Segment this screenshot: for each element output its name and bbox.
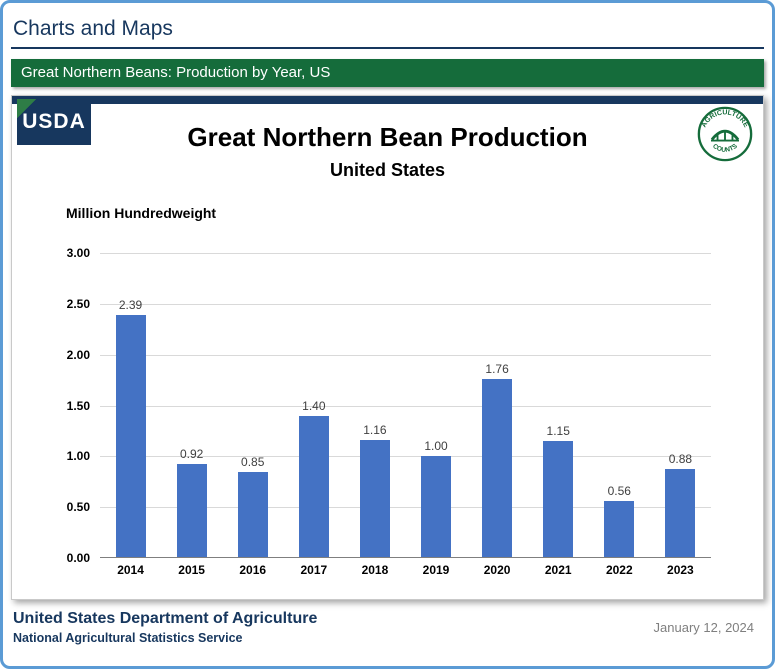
y-axis-title: Million Hundredweight (66, 205, 217, 221)
y-tick-label: 1.00 (66, 449, 90, 464)
y-tick-label: 0.00 (66, 551, 90, 565)
gridline (100, 507, 711, 509)
plot-area: 2.39 0.92 0.85 1.40 1.16 1.00 1.76 1.15 0.56 0.88… (67, 246, 711, 565)
bar (482, 379, 513, 558)
bar (176, 464, 207, 558)
bar-value-label: 1.16 (363, 423, 387, 438)
bar (298, 415, 329, 558)
bar-group: 1.00 (405, 253, 466, 558)
gridline (100, 456, 711, 458)
footer: United States Department of Agriculture … (11, 600, 764, 645)
x-tick-label: 2021 (544, 563, 572, 577)
bar-group: 1.16 (344, 253, 405, 558)
gridline (100, 354, 711, 356)
chart-subtitle: United States (329, 160, 446, 180)
bar-group: 0.56 (589, 253, 650, 558)
bar-group: 1.15 (528, 253, 589, 558)
y-tick-label: 0.50 (66, 500, 90, 515)
bar-value-label: 0.88 (668, 451, 693, 466)
report-banner: Great Northern Beans: Production by Year… (11, 59, 764, 87)
bar (665, 468, 696, 558)
y-tick-label: 2.50 (66, 296, 90, 311)
seal-bottom-text: COUNTS (711, 142, 739, 154)
bar-value-label: 1.15 (546, 424, 570, 439)
bar-group: 0.88 (650, 253, 711, 558)
bar-group: 1.40 (283, 253, 344, 558)
bar-group: 0.85 (222, 253, 283, 558)
agriculture-counts-seal: AGRICULTURE COUNTS (697, 106, 753, 162)
footer-sub-org: National Agricultural Statistics Service (13, 631, 243, 645)
x-tick-label: 2015 (178, 563, 205, 577)
bar (421, 456, 452, 558)
footer-date: January 12, 2024 (653, 620, 754, 635)
footer-org-block: United States Department of Agriculture … (13, 610, 317, 645)
x-axis-line (100, 557, 711, 558)
bar-value-label: 0.85 (241, 454, 265, 469)
gridline (100, 303, 711, 305)
bar (115, 315, 146, 558)
bar-value-label: 1.76 (485, 362, 509, 377)
bar-value-label: 1.00 (424, 439, 448, 454)
usda-logo-text: USDA (22, 110, 86, 133)
bar-value-label: 2.39 (118, 298, 143, 313)
x-tick-label: 2020 (483, 563, 511, 577)
x-tick-label: 2023 (667, 563, 694, 577)
x-tick-label: 2018 (361, 563, 389, 577)
x-tick-label: 2019 (422, 563, 450, 577)
x-tick-label: 2016 (239, 563, 267, 577)
y-tick-label: 1.50 (66, 398, 90, 413)
bar-value-label: 1.40 (302, 398, 326, 413)
bar (359, 440, 390, 558)
y-tick-label: 2.00 (66, 347, 90, 362)
x-tick-label: 2017 (300, 563, 328, 577)
bar-group: 2.39 (100, 253, 161, 558)
gridline (100, 253, 711, 254)
bars: 2.39 0.92 0.85 1.40 1.16 1.00 1.76 1.15 0.56 0.88 (100, 253, 711, 558)
x-tick-label: 2022 (605, 563, 633, 577)
title-divider (11, 47, 764, 49)
y-tick-label: 3.00 (66, 246, 90, 260)
bar (237, 471, 268, 558)
bar (543, 441, 574, 558)
footer-org: United States Department of Agriculture (13, 610, 318, 627)
bar-value-label: 0.56 (607, 484, 631, 499)
chart-card: USDA AGRICULTURE COUNTS Great Northern B… (11, 95, 764, 600)
gridline (100, 405, 711, 407)
bar-group: 0.92 (161, 253, 222, 558)
x-tick-label: 2014 (117, 563, 144, 577)
usda-logo: USDA (17, 99, 91, 145)
bar-group: 1.76 (467, 253, 528, 558)
card-top-strip (12, 96, 763, 104)
bar-value-label: 0.92 (179, 447, 204, 462)
page-title: Charts and Maps (13, 17, 173, 40)
svg-text:COUNTS: COUNTS (711, 142, 739, 154)
chart-title: Great Northern Bean Production (187, 122, 588, 152)
x-axis-labels: 2014 2015 2016 2017 2018 2019 2020 2021 2022 2023 (100, 563, 711, 577)
bar (604, 501, 635, 558)
